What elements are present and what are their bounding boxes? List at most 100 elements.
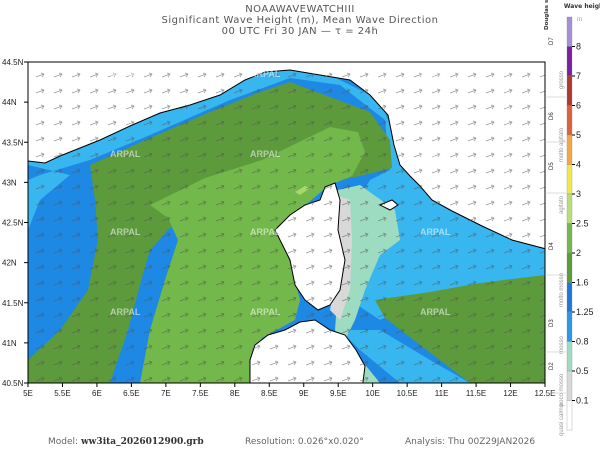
direction-arrow [521, 152, 531, 158]
douglas-code: D2 [549, 362, 555, 370]
direction-arrow [269, 152, 279, 158]
direction-arrow [233, 216, 243, 222]
direction-arrow [431, 136, 441, 142]
direction-arrow [323, 248, 333, 254]
direction-arrow [269, 232, 279, 238]
direction-arrow [305, 184, 315, 190]
direction-arrow [215, 200, 225, 206]
direction-arrow [53, 264, 63, 270]
direction-arrow [143, 264, 153, 270]
direction-arrow [53, 248, 63, 254]
direction-arrow [377, 200, 387, 206]
direction-arrow [359, 360, 369, 366]
direction-arrow [539, 169, 545, 174]
direction-arrow [449, 264, 459, 270]
direction-arrow [539, 217, 545, 222]
direction-arrow [413, 120, 423, 126]
direction-arrow [251, 120, 261, 126]
direction-arrow [377, 152, 387, 158]
direction-arrow [269, 200, 279, 206]
direction-arrow [89, 168, 99, 174]
direction-arrow [449, 184, 459, 190]
direction-arrow [467, 216, 477, 222]
direction-arrow [197, 376, 207, 382]
direction-arrow [521, 344, 531, 350]
direction-arrow [35, 88, 45, 94]
direction-arrow [467, 168, 477, 174]
direction-arrow [377, 360, 387, 366]
direction-arrow [197, 360, 207, 366]
direction-arrow [107, 72, 117, 78]
direction-arrow [89, 312, 99, 318]
legend-bin [566, 341, 573, 372]
direction-arrow [161, 72, 171, 78]
direction-arrow [377, 312, 387, 318]
direction-arrow [251, 216, 261, 222]
direction-arrow [233, 344, 243, 350]
direction-arrow [539, 153, 545, 158]
direction-arrow [269, 248, 279, 254]
legend-bin [566, 193, 573, 224]
direction-arrow [341, 216, 351, 222]
x-tick-label: 9E [299, 389, 309, 398]
direction-arrow [71, 136, 81, 142]
direction-arrow [467, 360, 477, 366]
direction-arrow [359, 152, 369, 158]
direction-arrow [341, 312, 351, 318]
direction-arrow [413, 88, 423, 94]
direction-arrow [323, 200, 333, 206]
direction-arrow [125, 88, 135, 94]
direction-arrow [107, 200, 117, 206]
direction-arrow [269, 120, 279, 126]
direction-arrow [161, 248, 171, 254]
direction-arrow [53, 216, 63, 222]
direction-arrow [305, 168, 315, 174]
direction-arrow [251, 328, 261, 334]
direction-arrow [233, 360, 243, 366]
direction-arrow [359, 344, 369, 350]
legend-bin [566, 370, 573, 401]
direction-arrow [287, 200, 297, 206]
direction-arrow [89, 296, 99, 302]
direction-arrow [395, 328, 405, 334]
sea-green-light-patch [295, 186, 310, 195]
x-tick-label: 7.5E [192, 389, 208, 398]
direction-arrow [521, 296, 531, 302]
direction-arrow [179, 152, 189, 158]
direction-arrow [539, 185, 545, 190]
direction-arrow [359, 280, 369, 286]
direction-arrow [35, 136, 45, 142]
arpal-watermark: ARPAL [110, 69, 141, 79]
direction-arrow [251, 264, 261, 270]
direction-arrow [53, 296, 63, 302]
direction-arrow [431, 248, 441, 254]
douglas-code: D5 [549, 162, 555, 170]
direction-arrow [395, 72, 405, 78]
direction-arrow [35, 312, 45, 318]
direction-arrow [269, 88, 279, 94]
direction-arrow [269, 184, 279, 190]
direction-arrow [179, 296, 189, 302]
direction-arrow [215, 184, 225, 190]
direction-arrow [179, 376, 189, 382]
direction-arrow [197, 312, 207, 318]
direction-arrow [341, 328, 351, 334]
direction-arrow [35, 344, 45, 350]
direction-arrow [467, 312, 477, 318]
legend-bin [566, 311, 573, 342]
direction-arrow [107, 168, 117, 174]
direction-arrow [161, 104, 171, 110]
legend-bin [566, 164, 573, 195]
direction-arrow [71, 312, 81, 318]
direction-arrow [89, 376, 99, 382]
direction-arrow [179, 136, 189, 142]
arpal-watermark: ARPAL [110, 149, 141, 159]
direction-arrow [395, 88, 405, 94]
direction-arrow [197, 200, 207, 206]
direction-arrow [413, 376, 423, 382]
direction-arrow [143, 280, 153, 286]
direction-arrow [359, 200, 369, 206]
direction-arrow [377, 280, 387, 286]
legend-bin [566, 134, 573, 165]
direction-arrow [395, 216, 405, 222]
